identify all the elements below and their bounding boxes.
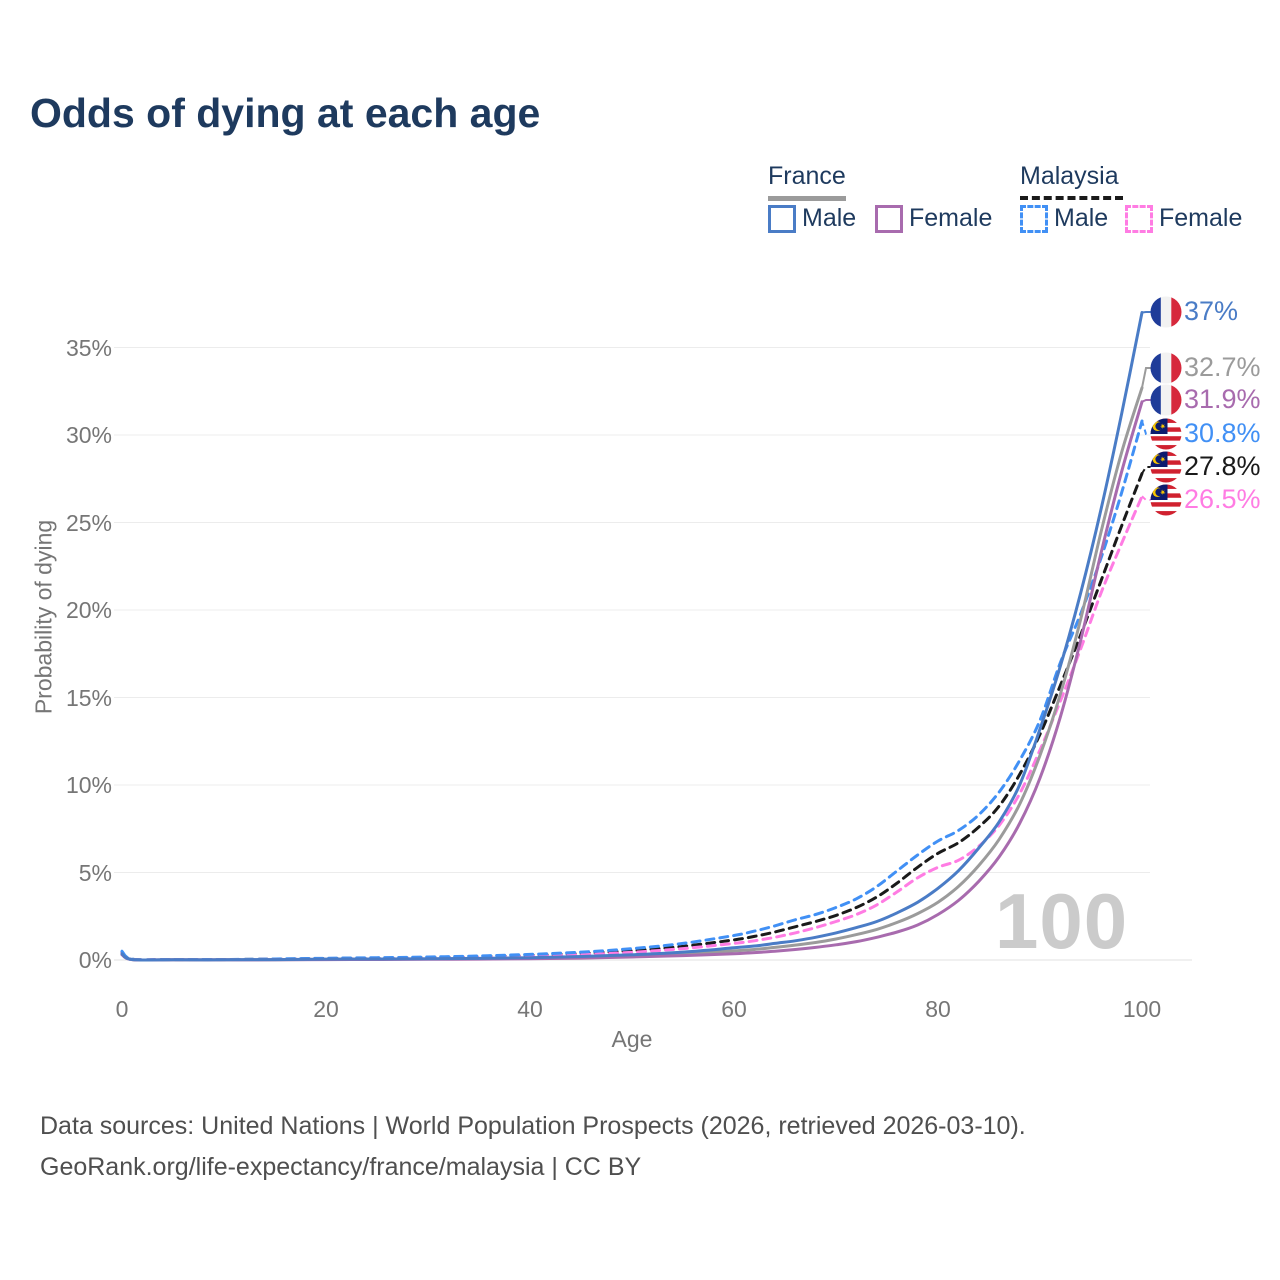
x-tick-0: 0 [115,996,129,1022]
malaysia-flag-icon [1150,484,1182,516]
y-tick-35%: 35% [65,334,112,361]
end-value-label-malaysia-female: 26.5% [1184,484,1261,514]
end-value-label-france-male: 37% [1184,296,1239,326]
series-line-france-female [120,400,1144,962]
series-line-france-both-sexes [120,386,1144,962]
x-tick-80: 80 [925,996,951,1022]
x-tick-100: 100 [1122,996,1162,1022]
watermark-100: 100 [995,877,1129,965]
end-label-connector [1141,420,1152,435]
legend-france-line-swatch [768,196,846,201]
legend-group-title-malaysia: Malaysia [1020,162,1119,190]
x-axis-title: Age [611,1026,653,1052]
y-tick-25%: 25% [65,509,112,536]
y-tick-15%: 15% [65,684,112,711]
legend-item-france-male: Male [768,204,856,233]
end-label-connector [1141,367,1152,388]
end-value-label-france-female: 31.9% [1184,384,1261,414]
end-value-label-malaysia-both-sexes: 27.8% [1184,451,1261,481]
x-tick-40: 40 [517,996,543,1022]
malaysia-flag-icon [1150,451,1182,483]
legend-item-malaysia-male: Male [1020,204,1108,233]
france-male-swatch-icon [768,204,796,233]
data-sources-text: Data sources: United Nations | World Pop… [40,1112,1026,1140]
series-line-malaysia-both-sexes [120,472,1144,962]
legend-item-label: Female [909,204,993,232]
chart-legend: France Male Female Malaysia Male Female [0,160,1280,250]
france-flag-icon [1150,296,1182,328]
malaysia-female-swatch-icon [1125,204,1153,233]
malaysia-male-swatch-icon [1020,204,1048,233]
end-value-label-malaysia-male: 30.8% [1184,418,1261,448]
france-flag-icon [1150,384,1182,416]
y-tick-30%: 30% [65,422,112,448]
x-tick-60: 60 [721,996,747,1022]
legend-item-france-female: Female [875,204,992,233]
end-label-connector [1141,399,1152,403]
end-value-label-france-both-sexes: 32.7% [1184,352,1261,382]
page-title: Odds of dying at each age [30,90,541,136]
y-tick-0%: 0% [78,947,112,973]
series-line-malaysia-female [120,494,1144,962]
y-tick-20%: 20% [65,597,112,623]
france-female-swatch-icon [875,204,903,233]
legend-item-malaysia-female: Female [1125,204,1242,233]
legend-malaysia-line-swatch [1020,196,1123,200]
legend-item-label: Female [1159,204,1243,232]
legend-item-label: Male [1054,204,1109,232]
series-line-malaysia-male [120,419,1144,962]
y-tick-5%: 5% [78,859,112,886]
x-tick-20: 20 [313,996,339,1022]
end-label-connector [1141,495,1152,501]
malaysia-flag-icon [1150,418,1182,450]
end-label-connector [1141,466,1152,475]
end-label-connector [1141,311,1152,314]
france-flag-icon [1150,352,1182,384]
legend-group-title-france: France [768,162,846,190]
series-line-france-male [120,311,1144,962]
chart-footer: Data sources: United Nations | World Pop… [40,1106,1240,1188]
y-tick-10%: 10% [65,772,112,798]
attribution-text: GeoRank.org/life-expectancy/france/malay… [40,1153,642,1181]
legend-item-label: Male [802,204,857,232]
